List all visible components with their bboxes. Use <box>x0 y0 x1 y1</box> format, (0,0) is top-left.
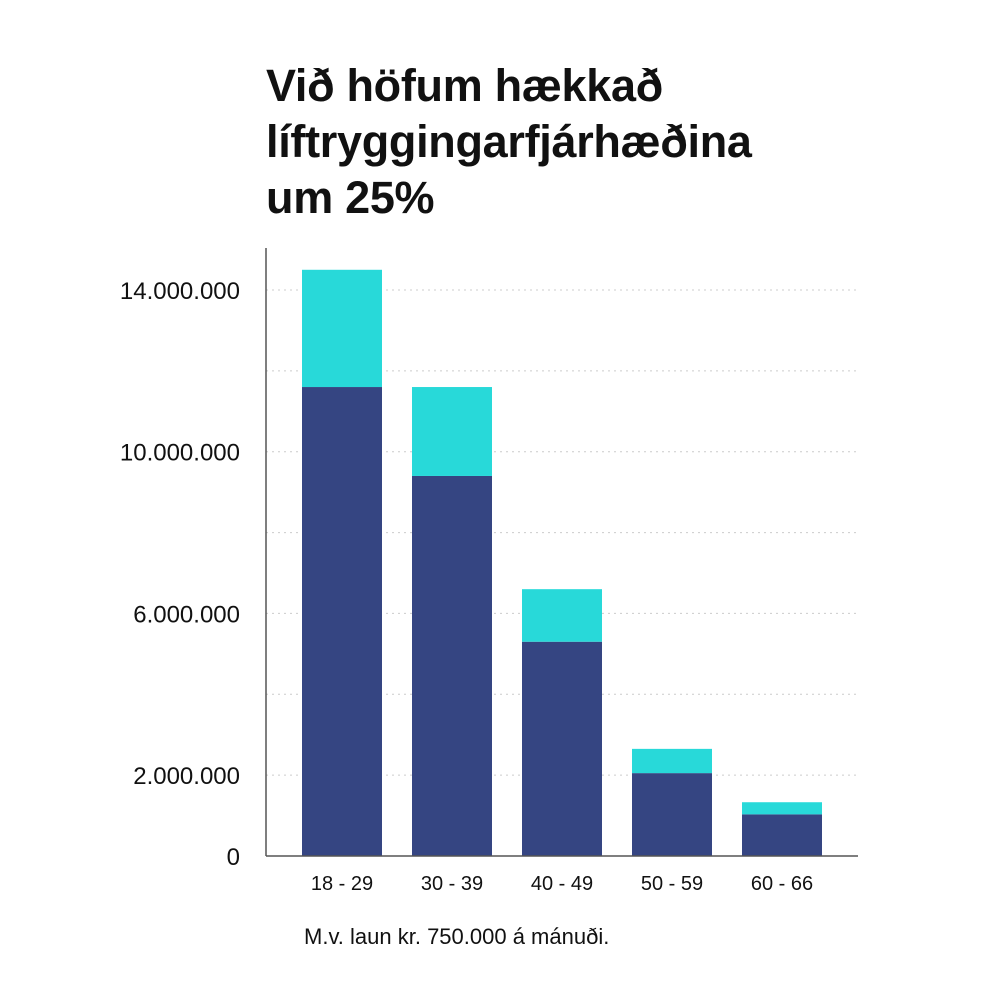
y-tick-label: 14.000.000 <box>120 278 240 305</box>
y-tick-label: 6.000.000 <box>133 601 240 628</box>
bar-base-segment <box>632 773 712 856</box>
x-tick-label: 50 - 59 <box>641 873 703 895</box>
x-tick-label: 30 - 39 <box>421 873 483 895</box>
bar-increase-segment <box>522 589 602 642</box>
bar-increase-segment <box>632 748 712 774</box>
y-tick-label: 0 <box>227 844 240 871</box>
x-tick-label: 40 - 49 <box>531 873 593 895</box>
bar-increase-segment <box>302 269 382 388</box>
title-line-3: um 25% <box>266 172 435 223</box>
bar-increase-segment <box>412 387 492 476</box>
bar-base-segment <box>302 387 382 856</box>
chart-title: Við höfum hækkað líftryggingarfjárhæðina… <box>266 58 966 226</box>
x-tick-label: 60 - 66 <box>751 873 813 895</box>
bar-increase-segment <box>742 802 822 815</box>
y-tick-label: 10.000.000 <box>120 440 240 467</box>
y-tick-label: 2.000.000 <box>133 763 240 790</box>
footnote: M.v. laun kr. 750.000 á mánuði. <box>304 924 610 949</box>
bar-base-segment <box>522 641 602 856</box>
x-tick-label: 18 - 29 <box>311 873 373 895</box>
bar-base-segment <box>412 475 492 856</box>
bar-base-segment <box>742 814 822 856</box>
title-line-1: Við höfum hækkað <box>266 60 663 111</box>
title-line-2: líftryggingarfjárhæðina <box>266 116 752 167</box>
